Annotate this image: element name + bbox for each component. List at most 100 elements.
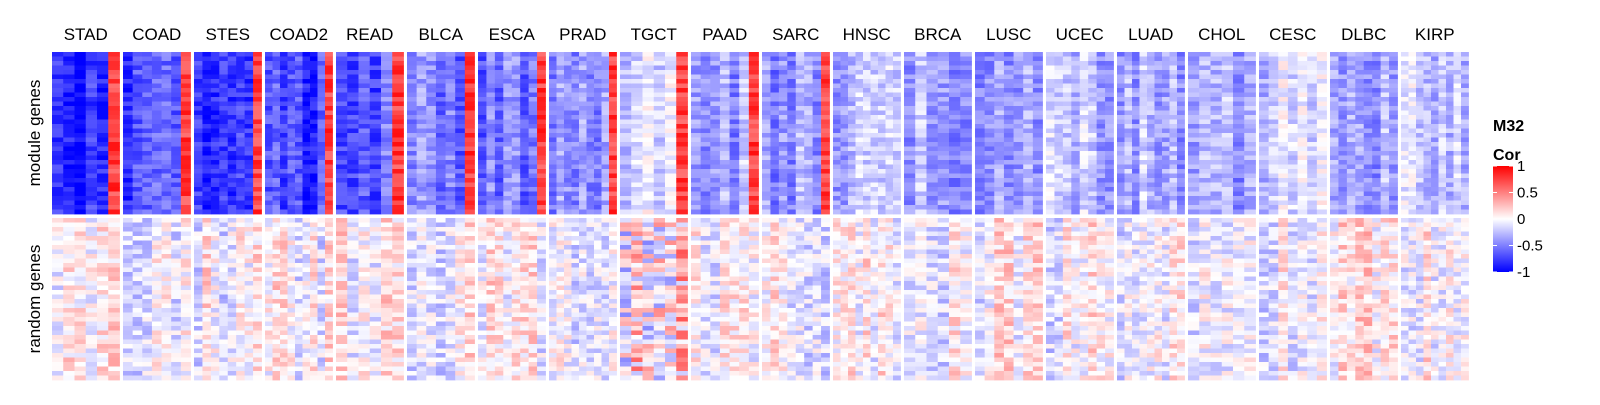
heatmap-cell	[435, 191, 446, 197]
heatmap-cell	[426, 101, 437, 107]
heatmap-cell	[416, 196, 427, 201]
heatmap-cell	[227, 191, 237, 197]
heatmap-cell	[494, 65, 504, 71]
heatmap-cell	[416, 79, 427, 84]
heatmap-cell	[407, 339, 418, 345]
heatmap-cell	[392, 110, 404, 116]
heatmap-cell	[347, 124, 359, 129]
heatmap-cell	[123, 317, 134, 322]
heatmap-cell	[620, 249, 632, 255]
heatmap-cell	[142, 290, 153, 295]
heatmap-cell	[407, 371, 418, 376]
heatmap-cell	[74, 169, 87, 174]
heatmap-cell	[478, 290, 487, 295]
heatmap-cell	[325, 276, 333, 282]
heatmap-cell	[287, 303, 296, 309]
heatmap-cell	[161, 353, 172, 358]
heatmap-cell	[142, 218, 153, 223]
heatmap-cell	[52, 205, 64, 210]
heatmap-cell	[108, 227, 120, 232]
heatmap-cell	[210, 245, 220, 250]
heatmap-cell	[665, 290, 677, 295]
heatmap-cell	[601, 146, 610, 152]
heatmap-cell	[556, 74, 565, 80]
heatmap-cell	[620, 65, 632, 71]
heatmap-cell	[609, 303, 617, 309]
heatmap-cell	[426, 353, 437, 358]
heatmap-cell	[571, 348, 580, 354]
heatmap-cell	[528, 83, 538, 89]
heatmap-cell	[219, 56, 229, 62]
heatmap-cell	[219, 357, 229, 363]
heatmap-cell	[85, 119, 98, 125]
heatmap-cell	[265, 164, 273, 170]
heatmap-cell	[478, 222, 487, 228]
heatmap-cell	[302, 312, 311, 318]
heatmap-cell	[253, 70, 262, 75]
heatmap-cell	[265, 357, 273, 363]
heatmap-cell	[631, 335, 643, 340]
heatmap-cell	[219, 335, 229, 340]
heatmap-cell	[336, 124, 348, 129]
heatmap-cell	[310, 227, 318, 232]
heatmap-cell	[358, 227, 371, 232]
heatmap-cell	[236, 353, 246, 358]
heatmap-cell	[219, 173, 229, 179]
heatmap-cell	[579, 299, 587, 304]
heatmap-cell	[653, 326, 666, 331]
heatmap-cell	[202, 245, 212, 250]
heatmap-cell	[537, 52, 546, 57]
heatmap-cell	[253, 236, 262, 241]
heatmap-cell	[317, 263, 326, 268]
heatmap-cell	[244, 196, 254, 201]
heatmap-cell	[180, 110, 191, 116]
heatmap-cell	[202, 79, 212, 84]
heatmap-cell	[478, 245, 487, 250]
heatmap-cell	[494, 160, 504, 165]
heatmap-cell	[528, 124, 538, 129]
heatmap-cell	[236, 312, 246, 318]
heatmap-cell	[295, 308, 303, 313]
heatmap-cell	[381, 272, 393, 277]
heatmap-cell	[620, 290, 632, 295]
heatmap-cell	[132, 335, 143, 340]
heatmap-cell	[227, 101, 237, 107]
heatmap-cell	[642, 119, 655, 125]
heatmap-cell	[739, 92, 750, 98]
heatmap-cell	[601, 101, 610, 107]
heatmap-cell	[494, 245, 504, 250]
heatmap-cell	[609, 267, 617, 273]
heatmap-cell	[142, 236, 153, 241]
heatmap-cell	[142, 182, 153, 188]
heatmap-cell	[381, 222, 393, 228]
heatmap-cell	[739, 52, 750, 57]
heatmap-cell	[445, 321, 456, 327]
heatmap-cell	[665, 79, 677, 84]
heatmap-cell	[97, 303, 109, 309]
heatmap-cell	[564, 70, 572, 75]
heatmap-cell	[227, 61, 237, 66]
heatmap-cell	[244, 339, 254, 345]
heatmap-cell	[317, 344, 326, 349]
heatmap-cell	[631, 371, 643, 376]
heatmap-cell	[202, 196, 212, 201]
heatmap-cell	[392, 357, 404, 363]
heatmap-cell	[579, 155, 587, 161]
heatmap-cell	[336, 88, 348, 93]
heatmap-cell	[358, 88, 371, 93]
heatmap-cell	[219, 344, 229, 349]
heatmap-cell	[74, 191, 87, 197]
heatmap-cell	[194, 205, 203, 210]
heatmap-cell	[478, 205, 487, 210]
heatmap-cell	[665, 240, 677, 246]
heatmap-cell	[642, 375, 655, 381]
column-label-stes: STES	[206, 25, 250, 44]
heatmap-cell	[295, 97, 303, 102]
heatmap-cell	[123, 196, 134, 201]
heatmap-cell	[161, 366, 172, 372]
heatmap-cell	[642, 124, 655, 129]
heatmap-cell	[161, 290, 172, 295]
heatmap-cell	[310, 133, 318, 138]
heatmap-cell	[142, 79, 153, 84]
heatmap-cell	[445, 92, 456, 98]
